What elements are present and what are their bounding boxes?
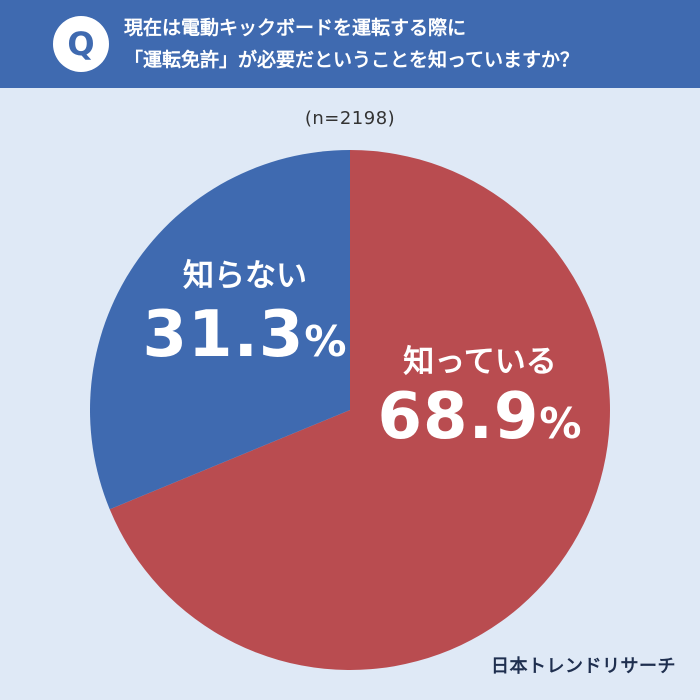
slice-value-known-unit: % — [539, 399, 583, 448]
question-header: Q 現在は電動キックボードを運転する際に 「運転免許」が必要だということを知って… — [0, 0, 700, 88]
question-line-2: 「運転免許」が必要だということを知っていますか？ — [124, 49, 580, 71]
sample-size: (n=2198) — [304, 108, 396, 129]
question-badge: Q — [53, 16, 109, 72]
slice-label-unknown: 知らない — [183, 258, 307, 294]
slice-value-unknown-unit: % — [304, 317, 348, 366]
slice-value-known-number: 68.9 — [377, 380, 540, 454]
slice-value-known: 68.9% — [350, 380, 610, 454]
pie-slice-unknown — [89, 150, 350, 510]
question-text: 現在は電動キックボードを運転する際に 「運転免許」が必要だということを知っていま… — [124, 12, 684, 76]
brand-logo-text: 日本トレンドリサーチ — [491, 656, 676, 677]
question-line-1: 現在は電動キックボードを運転する際に — [124, 17, 467, 39]
slice-value-unknown-number: 31.3 — [142, 298, 305, 372]
slice-value-unknown: 31.3% — [130, 298, 360, 372]
slice-label-known: 知っている — [403, 344, 557, 380]
pie-slice-known — [109, 150, 610, 670]
